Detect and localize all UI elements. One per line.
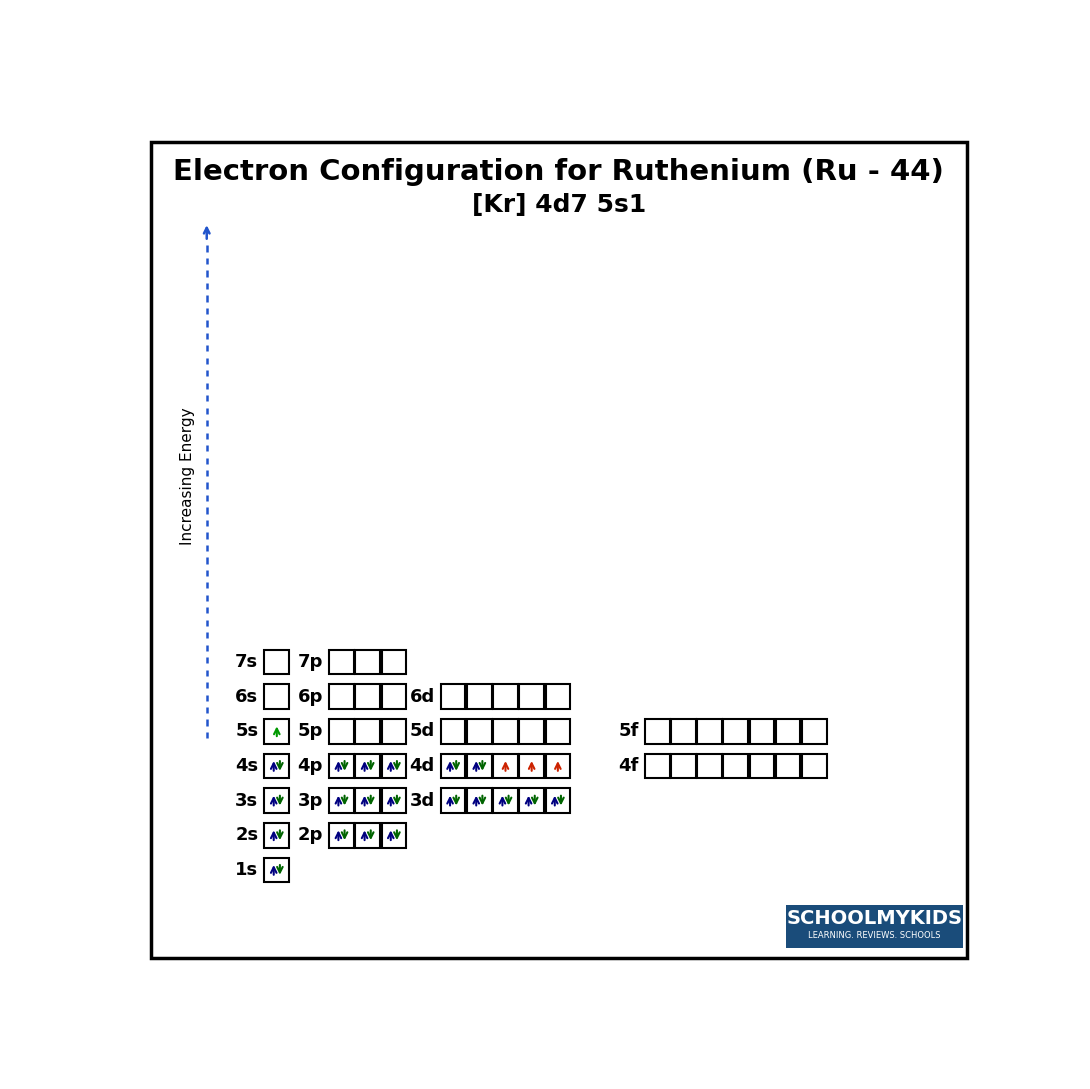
Text: 4s: 4s	[235, 757, 258, 775]
Bar	[382, 650, 407, 674]
Bar	[545, 788, 570, 812]
Bar	[355, 719, 380, 744]
Text: 7p: 7p	[298, 653, 323, 671]
Bar	[440, 684, 465, 709]
Bar	[440, 719, 465, 744]
Bar	[802, 754, 826, 779]
Bar	[519, 719, 544, 744]
Text: [Kr] 4d7 5s1: [Kr] 4d7 5s1	[472, 193, 645, 217]
Bar	[265, 684, 289, 709]
Text: Increasing Energy: Increasing Energy	[180, 407, 195, 546]
Bar	[802, 719, 826, 744]
Bar	[355, 754, 380, 779]
Bar	[493, 788, 518, 812]
Bar	[329, 650, 354, 674]
Text: 6d: 6d	[410, 687, 435, 706]
Bar	[776, 719, 800, 744]
Text: 5d: 5d	[410, 722, 435, 741]
Bar	[265, 823, 289, 847]
Bar	[467, 719, 492, 744]
Bar	[519, 788, 544, 812]
Bar	[645, 719, 669, 744]
Bar	[786, 905, 962, 947]
Text: 2p: 2p	[298, 827, 323, 844]
Bar	[724, 754, 748, 779]
Text: 3s: 3s	[235, 792, 258, 809]
Bar	[329, 719, 354, 744]
Bar	[382, 719, 407, 744]
Bar	[265, 788, 289, 812]
Bar	[545, 684, 570, 709]
Text: 5p: 5p	[298, 722, 323, 741]
Bar	[467, 788, 492, 812]
Bar	[440, 788, 465, 812]
Bar	[265, 719, 289, 744]
Bar	[382, 788, 407, 812]
Bar	[355, 823, 380, 847]
Bar	[698, 719, 722, 744]
Text: 7s: 7s	[235, 653, 258, 671]
Bar	[671, 719, 695, 744]
Text: 3d: 3d	[410, 792, 435, 809]
Bar	[750, 754, 774, 779]
Bar	[382, 754, 407, 779]
Bar	[265, 650, 289, 674]
Bar	[493, 684, 518, 709]
Bar	[265, 857, 289, 882]
Text: 5s: 5s	[235, 722, 258, 741]
Bar	[329, 788, 354, 812]
Bar	[355, 650, 380, 674]
Text: 3p: 3p	[298, 792, 323, 809]
Text: LEARNING. REVIEWS. SCHOOLS: LEARNING. REVIEWS. SCHOOLS	[808, 931, 941, 940]
Bar	[467, 684, 492, 709]
Text: 4d: 4d	[410, 757, 435, 775]
Bar	[671, 754, 695, 779]
Text: 2s: 2s	[235, 827, 258, 844]
Bar	[545, 719, 570, 744]
Bar	[382, 823, 407, 847]
Text: 6p: 6p	[298, 687, 323, 706]
Bar	[776, 754, 800, 779]
Text: 5f: 5f	[618, 722, 639, 741]
Text: 6s: 6s	[235, 687, 258, 706]
Bar	[493, 719, 518, 744]
Bar	[698, 754, 722, 779]
Text: 1s: 1s	[235, 861, 258, 879]
Bar	[329, 754, 354, 779]
Text: Electron Configuration for Ruthenium (Ru - 44): Electron Configuration for Ruthenium (Ru…	[173, 158, 944, 186]
Bar	[355, 684, 380, 709]
Text: SCHOOLMYKIDS: SCHOOLMYKIDS	[786, 909, 962, 928]
Bar	[382, 684, 407, 709]
Bar	[355, 788, 380, 812]
Text: 4f: 4f	[618, 757, 639, 775]
Bar	[329, 684, 354, 709]
Bar	[493, 754, 518, 779]
Bar	[724, 719, 748, 744]
Bar	[519, 754, 544, 779]
Text: 4p: 4p	[298, 757, 323, 775]
Bar	[645, 754, 669, 779]
Bar	[265, 754, 289, 779]
Bar	[329, 823, 354, 847]
Bar	[467, 754, 492, 779]
Bar	[750, 719, 774, 744]
Bar	[440, 754, 465, 779]
Bar	[519, 684, 544, 709]
Bar	[545, 754, 570, 779]
